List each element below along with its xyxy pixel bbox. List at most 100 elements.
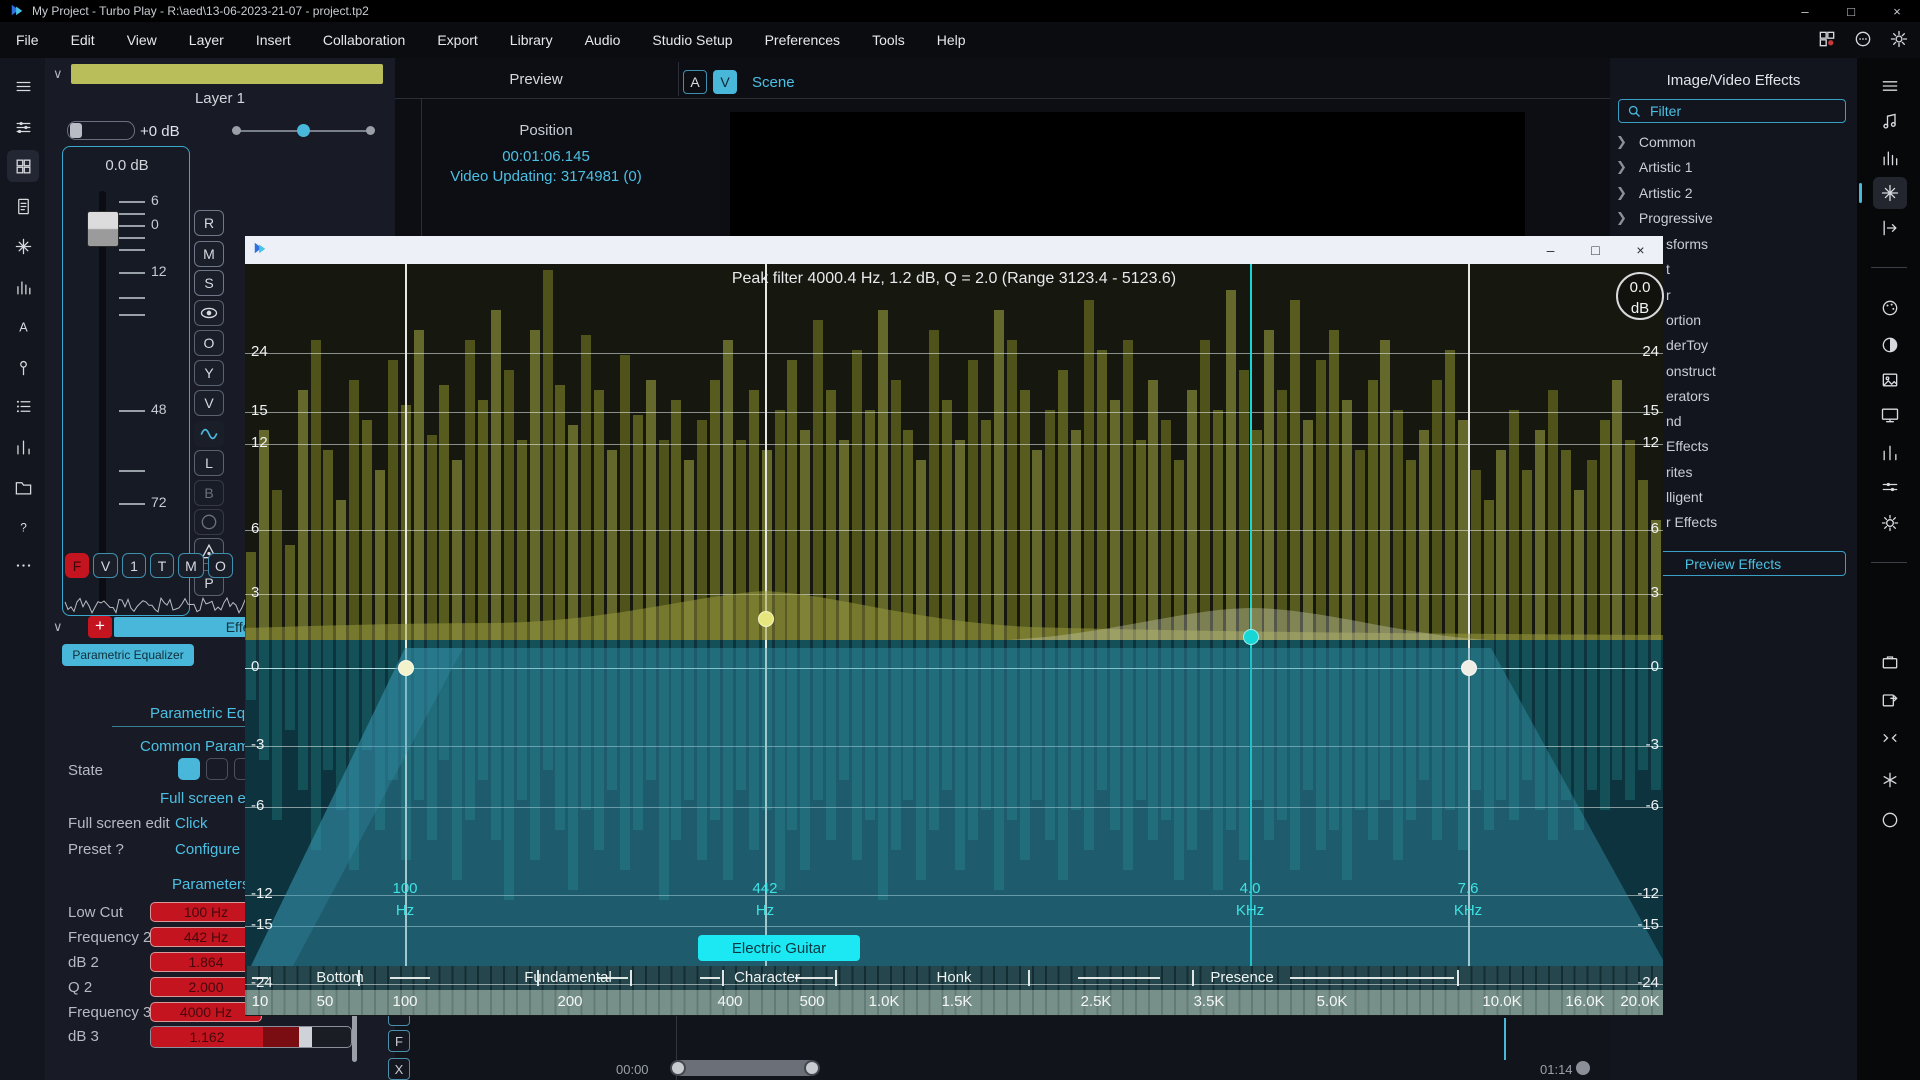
tab-audio[interactable]: A <box>683 70 707 94</box>
effects-group-truncated-7[interactable]: nd <box>1666 413 1682 430</box>
param-field-1[interactable]: 442 Hz <box>150 927 262 947</box>
param-slider-db3[interactable]: 1.162 <box>150 1026 352 1048</box>
menu-view[interactable]: View <box>126 32 157 48</box>
effects-collapse-chevron[interactable]: ∨ <box>53 619 63 634</box>
track-button-r-0[interactable]: R <box>194 210 224 236</box>
menu-studio-setup[interactable]: Studio Setup <box>652 32 733 48</box>
timeline-end-handle[interactable] <box>1576 1061 1590 1075</box>
eq-dialog-titlebar[interactable]: – □ × <box>245 236 1663 264</box>
settings-gear-icon[interactable] <box>1886 26 1912 52</box>
effects-group-truncated-4[interactable]: derToy <box>1666 337 1709 354</box>
pan-slider-dot-left[interactable] <box>232 126 241 135</box>
right-toolbar-contrast-icon[interactable] <box>1873 329 1907 361</box>
right-toolbar-stats-icon[interactable] <box>1873 437 1907 469</box>
left-toolbar-text-icon[interactable]: A <box>7 311 39 343</box>
right-toolbar-sliders-icon[interactable] <box>1873 471 1907 503</box>
right-toolbar-collapse-icon[interactable] <box>1873 722 1907 754</box>
layer-color-bar[interactable] <box>71 64 383 84</box>
right-toolbar-music-icon[interactable] <box>1873 106 1907 138</box>
timeline-handle-right[interactable] <box>804 1060 820 1076</box>
effects-group-common[interactable]: ❯ Common <box>1616 130 1854 154</box>
left-toolbar-document-icon[interactable] <box>7 190 39 222</box>
left-toolbar-stats-icon[interactable] <box>7 431 39 463</box>
effects-group-truncated-8[interactable]: Effects <box>1666 438 1709 455</box>
right-toolbar-display-icon[interactable] <box>1873 399 1907 431</box>
right-toolbar-brightness-icon[interactable] <box>1873 507 1907 539</box>
playhead-line[interactable] <box>1504 1018 1506 1060</box>
right-toolbar-export-icon[interactable] <box>1873 212 1907 244</box>
menu-export[interactable]: Export <box>437 32 478 48</box>
clip-button-1-2[interactable]: 1 <box>122 553 146 578</box>
left-toolbar-pin-icon[interactable] <box>7 351 39 383</box>
fullscreen-click-link[interactable]: Click <box>175 815 208 832</box>
track-button-s-2[interactable]: S <box>194 270 224 296</box>
right-toolbar-circle-icon[interactable] <box>1873 804 1907 836</box>
pan-slider-dot-center[interactable] <box>297 124 310 137</box>
menu-insert[interactable]: Insert <box>255 32 291 48</box>
gain-slider-handle[interactable] <box>70 123 82 138</box>
track-button-b-9[interactable]: B <box>194 480 224 506</box>
parametric-eq-chip[interactable]: Parametric Equalizer <box>62 644 194 666</box>
eq-minimize-button[interactable]: – <box>1546 242 1555 258</box>
add-effect-button[interactable]: + <box>88 616 112 638</box>
eq-node-7.6[interactable] <box>1461 660 1477 676</box>
effects-group-truncated-10[interactable]: lligent <box>1666 489 1703 505</box>
track-button-v-6[interactable]: V <box>194 390 224 416</box>
scene-label[interactable]: Scene <box>752 73 795 91</box>
right-toolbar-palette-icon[interactable] <box>1873 292 1907 324</box>
preset-configure-link[interactable]: Configure <box>175 841 241 858</box>
left-toolbar-grid-icon[interactable] <box>7 150 39 182</box>
eq-node-4.0[interactable] <box>1243 629 1259 645</box>
left-toolbar-list-icon[interactable] <box>7 390 39 422</box>
clip-button-t-3[interactable]: T <box>150 553 174 578</box>
fader-handle[interactable] <box>87 211 119 247</box>
eq-node-442[interactable] <box>758 611 774 627</box>
effects-group-truncated-9[interactable]: rites <box>1666 463 1693 480</box>
filter-search-input[interactable]: Filter <box>1618 99 1846 123</box>
effects-group-truncated-1[interactable]: t <box>1666 261 1670 278</box>
clip-button-o-5[interactable]: O <box>208 553 233 578</box>
param-field-0[interactable]: 100 Hz <box>150 902 262 922</box>
left-toolbar-sparkle-icon[interactable] <box>7 230 39 262</box>
menu-file[interactable]: File <box>16 32 39 48</box>
effects-group-artistic-2[interactable]: ❯ Artistic 2 <box>1616 181 1854 205</box>
track-button-wave[interactable] <box>194 421 224 447</box>
param-slider-handle[interactable] <box>299 1027 312 1047</box>
close-button[interactable]: × <box>1893 3 1901 19</box>
left-toolbar-help-icon[interactable]: ? <box>7 511 39 543</box>
right-toolbar-asterisk-icon[interactable] <box>1873 764 1907 796</box>
gain-slider[interactable] <box>67 121 135 140</box>
pan-slider-dot-right[interactable] <box>366 126 375 135</box>
right-toolbar-chart-icon[interactable] <box>1873 142 1907 174</box>
right-toolbar-menu-icon[interactable] <box>1873 70 1907 102</box>
eq-node-100[interactable] <box>398 660 414 676</box>
track-button-l-8[interactable]: L <box>194 450 224 476</box>
effects-group-truncated-6[interactable]: erators <box>1666 387 1710 404</box>
maximize-button[interactable]: □ <box>1847 3 1855 19</box>
right-toolbar-sparkle-icon[interactable] <box>1873 177 1907 209</box>
menu-audio[interactable]: Audio <box>584 32 621 48</box>
right-toolbar-share-icon[interactable] <box>1873 684 1907 716</box>
track-button-m-1[interactable]: M <box>194 241 224 267</box>
menu-layer[interactable]: Layer <box>188 32 224 48</box>
track-button-eye[interactable] <box>194 300 224 326</box>
fader-groove[interactable] <box>99 191 106 603</box>
eq-preset-badge[interactable]: Electric Guitar <box>698 935 860 961</box>
side-button-x[interactable]: X <box>388 1058 410 1080</box>
state-checkbox-on[interactable] <box>178 758 200 780</box>
effects-group-truncated-0[interactable]: sforms <box>1666 236 1708 252</box>
track-button-y-5[interactable]: Y <box>194 360 224 386</box>
menu-preferences[interactable]: Preferences <box>764 32 841 48</box>
menu-tools[interactable]: Tools <box>872 32 905 48</box>
clip-button-f-0[interactable]: F <box>65 553 89 578</box>
tab-video[interactable]: V <box>713 70 737 94</box>
state-checkbox-off-1[interactable] <box>206 758 228 780</box>
effects-group-progressive[interactable]: ❯ Progressive <box>1616 206 1854 230</box>
left-toolbar-menu-icon[interactable] <box>7 70 39 102</box>
menu-library[interactable]: Library <box>509 32 553 48</box>
extensions-icon[interactable] <box>1814 26 1840 52</box>
side-button-f[interactable]: F <box>388 1030 410 1052</box>
menu-help[interactable]: Help <box>936 32 966 48</box>
clip-button-m-4[interactable]: M <box>178 553 204 578</box>
right-toolbar-image-icon[interactable] <box>1873 364 1907 396</box>
